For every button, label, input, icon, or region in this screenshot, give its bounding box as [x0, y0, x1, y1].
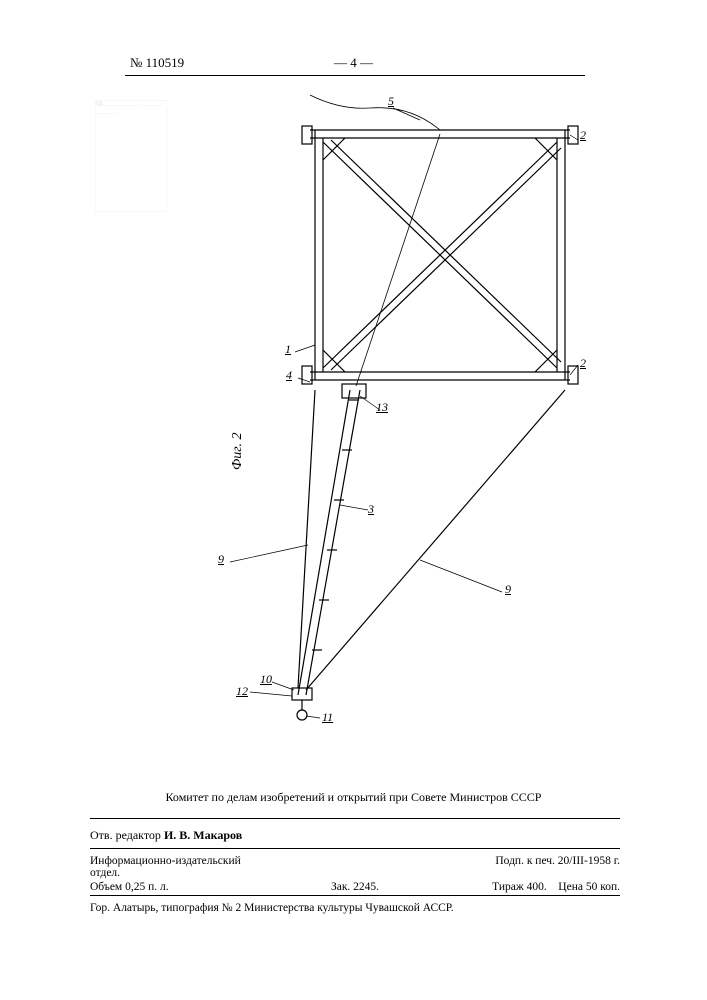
- pub-tirage: Тираж 400.: [492, 881, 547, 893]
- committee-line: Комитет по делам изобретений и открытий …: [0, 790, 707, 805]
- publication-info: Информационно-издательский отдел. Подп. …: [90, 855, 620, 893]
- callout-4: 4: [286, 368, 292, 383]
- footer-rule-3: [90, 895, 620, 896]
- page-number: — 4 —: [334, 55, 373, 71]
- callout-9b: 9: [505, 582, 511, 597]
- callout-2b: 2: [580, 356, 586, 371]
- callout-11: 11: [322, 710, 333, 725]
- callout-5: 5: [388, 94, 394, 109]
- pub-price: Цена 50 коп.: [558, 881, 620, 893]
- footer-rule-2: [90, 848, 620, 849]
- callout-3: 3: [368, 502, 374, 517]
- figure-svg: [110, 90, 600, 730]
- editor-label: Отв. редактор: [90, 828, 161, 842]
- callout-2a: 2: [580, 128, 586, 143]
- pub-dept: Информационно-издательский отдел.: [90, 855, 267, 879]
- callout-9a: 9: [218, 552, 224, 567]
- callout-12: 12: [236, 684, 248, 699]
- header-rule: [125, 75, 585, 76]
- pub-signed: Подп. к печ. 20/III-1958 г.: [443, 855, 620, 879]
- editor-line: Отв. редактор И. В. Макаров: [90, 828, 242, 843]
- pub-volume: Объем 0,25 п. л.: [90, 881, 267, 893]
- doc-number: № 110519: [130, 55, 184, 71]
- printer-line: Гор. Алатырь, типография № 2 Министерств…: [90, 902, 620, 914]
- pub-order: Зак. 2245.: [267, 881, 444, 893]
- callout-1: 1: [285, 342, 291, 357]
- figure-2: Фиг. 2 1 2 2 3 4 5 9 9 10 11 12 13: [110, 90, 600, 730]
- editor-name: И. В. Макаров: [164, 828, 242, 842]
- footer-rule-1: [90, 818, 620, 819]
- callout-10: 10: [260, 672, 272, 687]
- figure-caption: Фиг. 2: [230, 432, 246, 470]
- callout-13: 13: [376, 400, 388, 415]
